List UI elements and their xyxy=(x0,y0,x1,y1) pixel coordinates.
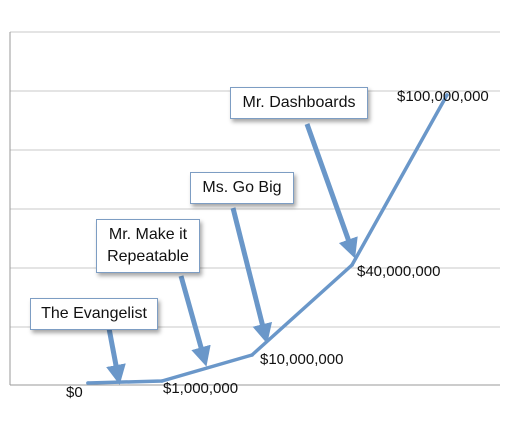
callout-arrow xyxy=(230,207,273,344)
data-point xyxy=(445,93,449,97)
data-point xyxy=(160,379,164,383)
callout-the-evangelist: The Evangelist xyxy=(30,298,158,330)
callout-arrow xyxy=(304,123,358,259)
data-label: $0 xyxy=(66,384,83,401)
callout-ms-go-big: Ms. Go Big xyxy=(190,172,294,204)
callout-mr-make-it-repeatable: Mr. Make it Repeatable xyxy=(96,219,200,273)
callout-arrow xyxy=(105,322,126,385)
data-point xyxy=(86,381,90,385)
data-label: $100,000,000 xyxy=(397,88,489,105)
callout-arrow xyxy=(178,275,211,367)
data-label: $10,000,000 xyxy=(260,351,343,368)
data-point xyxy=(350,263,354,267)
data-point xyxy=(250,353,254,357)
callout-mr-dashboards: Mr. Dashboards xyxy=(230,87,368,119)
data-label: $1,000,000 xyxy=(163,380,238,397)
data-label: $40,000,000 xyxy=(357,263,440,280)
